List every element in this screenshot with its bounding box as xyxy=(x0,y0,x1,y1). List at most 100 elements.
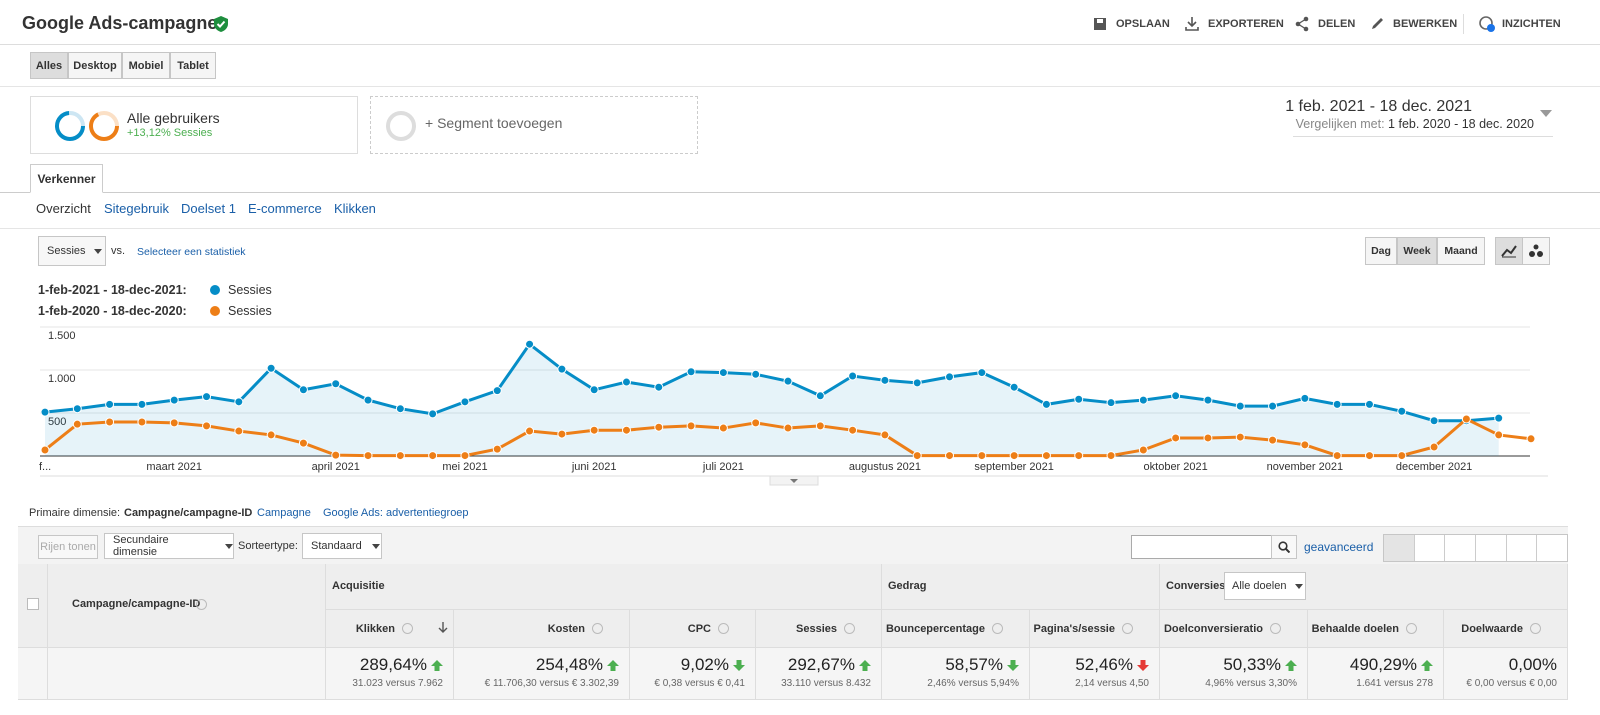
data-point xyxy=(912,378,922,388)
data-point xyxy=(1009,451,1019,461)
legend-swatch xyxy=(210,306,220,316)
vs-label: vs. xyxy=(111,245,126,257)
action-label: DELEN xyxy=(1318,18,1356,30)
date-range[interactable]: 1 feb. 2021 - 18 dec. 2021 xyxy=(1285,98,1472,115)
column-header-cell[interactable]: Sessies xyxy=(756,610,882,648)
search-button[interactable] xyxy=(1271,535,1297,559)
motion-chart-toggle[interactable] xyxy=(1522,237,1550,265)
view-terms[interactable] xyxy=(1507,535,1538,561)
value-cell: 490,29% 1.641 versus 278 xyxy=(1308,648,1444,700)
data-point xyxy=(169,418,179,428)
checkbox[interactable] xyxy=(27,598,39,610)
x-tick-label: juni 2021 xyxy=(571,461,617,473)
data-point xyxy=(654,382,664,392)
data-point xyxy=(1171,433,1181,443)
help-icon xyxy=(1530,623,1541,634)
data-point xyxy=(1397,451,1407,461)
data-point xyxy=(395,451,405,461)
goal-selector[interactable]: Alle doelen xyxy=(1224,572,1306,600)
legend-period: 1-feb-2020 - 18-dec-2020: xyxy=(38,304,187,318)
divider xyxy=(1463,14,1464,34)
subtab[interactable]: Overzicht xyxy=(36,201,91,216)
collapse-caret xyxy=(790,479,798,483)
subtab[interactable]: Klikken xyxy=(334,201,376,216)
subtab[interactable]: Sitegebruik xyxy=(104,201,170,216)
row-dim-cell xyxy=(48,648,326,700)
data-point xyxy=(492,386,502,396)
subtab[interactable]: Doelset 1 xyxy=(181,201,236,216)
column-header-cell[interactable]: Behaalde doelen xyxy=(1308,610,1444,648)
add-segment[interactable]: + Segment toevoegen xyxy=(370,96,698,154)
metric-dropdown[interactable]: Sessies xyxy=(38,236,106,266)
column-header: CPC xyxy=(687,623,711,635)
value: 254,48% xyxy=(535,655,603,674)
trend-arrow xyxy=(431,659,443,671)
granularity-button[interactable]: Dag xyxy=(1365,237,1397,265)
data-point xyxy=(1235,432,1245,442)
search-input[interactable] xyxy=(1131,535,1273,559)
column-header-cell[interactable]: Doelconversieratio xyxy=(1160,610,1308,648)
data-point xyxy=(169,395,179,405)
value: 490,29% xyxy=(1349,655,1417,674)
y-tick-label: 1.500 xyxy=(48,330,76,342)
data-point xyxy=(202,421,212,431)
add-segment-label: + Segment toevoegen xyxy=(425,115,563,131)
trend-arrow xyxy=(1421,659,1433,671)
granularity-button[interactable]: Maand xyxy=(1437,237,1485,265)
divider xyxy=(0,192,1600,193)
data-point xyxy=(718,368,728,378)
select-metric[interactable]: Selecteer een statistiek xyxy=(137,246,246,258)
view-pivot[interactable] xyxy=(1537,535,1567,561)
comparison: 2,46% versus 5,94% xyxy=(927,678,1019,689)
data-point xyxy=(1041,451,1051,461)
explorer-tab[interactable]: Verkenner xyxy=(30,164,103,193)
data-point xyxy=(460,397,470,407)
data-point xyxy=(1203,395,1213,405)
view-table[interactable] xyxy=(1384,535,1415,561)
secondary-dimension[interactable]: Secundaire dimensie xyxy=(104,533,234,559)
segment-card[interactable]: Alle gebruikers +13,12% Sessies xyxy=(30,96,358,154)
x-tick-label: f... xyxy=(39,461,51,473)
date-caret[interactable] xyxy=(1540,110,1552,118)
column-header-cell[interactable]: Kosten xyxy=(454,610,630,648)
dimension-option[interactable]: Campagne xyxy=(257,507,311,519)
sort-dropdown[interactable]: Standaard xyxy=(302,533,382,559)
view-comparison[interactable] xyxy=(1476,535,1507,561)
dimension-header-cell: Campagne/campagne-ID xyxy=(48,564,326,648)
line-icon xyxy=(1501,245,1517,258)
column-header-cell[interactable]: Doelwaarde xyxy=(1444,610,1568,648)
header-action[interactable]: EXPORTEREN xyxy=(1184,16,1284,32)
device-tab[interactable]: Tablet xyxy=(170,52,216,79)
rows-button[interactable]: Rijen tonen xyxy=(38,535,98,559)
header-action[interactable]: DELEN xyxy=(1294,16,1355,32)
column-header-cell[interactable]: CPC xyxy=(630,610,756,648)
subtab[interactable]: E-commerce xyxy=(248,201,322,216)
advanced-link[interactable]: geavanceerd xyxy=(1304,540,1374,554)
dimension-option[interactable]: Campagne/campagne-ID xyxy=(124,507,253,519)
column-header: Bouncepercentage xyxy=(885,623,985,635)
column-header-cell[interactable]: Klikken xyxy=(326,610,454,648)
data-point xyxy=(395,404,405,414)
data-point xyxy=(1397,406,1407,416)
x-tick-label: mei 2021 xyxy=(442,461,487,473)
page-title: Google Ads-campagnes xyxy=(22,13,228,33)
header-action[interactable]: OPSLAAN xyxy=(1092,16,1170,32)
header-action[interactable]: INZICHTEN xyxy=(1478,16,1561,32)
group-header: Acquisitie xyxy=(332,580,385,592)
view-performance[interactable] xyxy=(1445,535,1477,561)
data-point xyxy=(525,339,535,349)
column-header-cell[interactable]: Bouncepercentage xyxy=(882,610,1030,648)
header-action[interactable]: BEWERKEN xyxy=(1369,16,1457,32)
data-point xyxy=(557,364,567,374)
device-tab[interactable]: Desktop xyxy=(68,52,122,79)
dimension-option[interactable]: Google Ads: advertentiegroep xyxy=(323,507,469,519)
line-chart-toggle[interactable] xyxy=(1495,237,1523,265)
view-pie[interactable] xyxy=(1415,535,1446,561)
device-tab[interactable]: Alles xyxy=(30,52,68,79)
column-header: Doelconversieratio xyxy=(1163,623,1263,635)
device-tab[interactable]: Mobiel xyxy=(122,52,170,79)
column-header-cell[interactable]: Pagina's/sessie xyxy=(1030,610,1160,648)
value: 289,64% xyxy=(359,655,427,674)
data-point xyxy=(105,417,115,427)
granularity-button[interactable]: Week xyxy=(1397,237,1437,265)
